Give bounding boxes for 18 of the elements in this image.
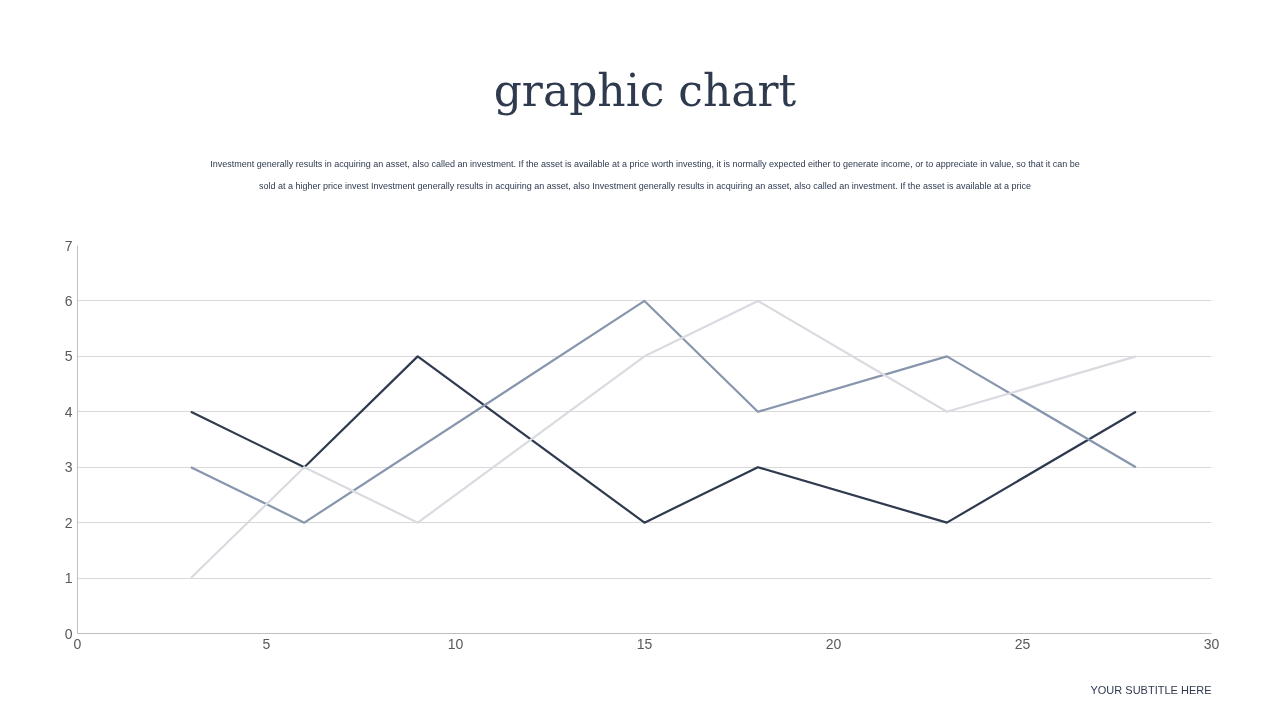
y-tick-label: 7 <box>64 237 73 254</box>
y-tick-label: 5 <box>64 348 73 365</box>
x-tick-label: 30 <box>1203 635 1220 652</box>
x-tick-label: 5 <box>262 635 271 652</box>
x-tick-label: 15 <box>636 635 653 652</box>
x-tick-label: 25 <box>1014 635 1031 652</box>
chart-title: graphic chart <box>492 64 798 118</box>
x-tick-label: 20 <box>825 635 842 652</box>
line-series <box>189 355 1137 524</box>
text: Investment generally results in acquiring an asset, also called an investment. If the asset is available at a price worth investing, it is normally expected either to generate income, or to appreciate in value, so that it can be sold at a higher price invest Investment generally results in acquiring an asset, also Investment generally results in acquiring an asset, also called an investment. If the asset is available at a price <box>210 158 1080 191</box>
y-tick-label: 6 <box>64 292 73 309</box>
y-tick-label: 4 <box>64 403 73 420</box>
line-series <box>189 299 1137 524</box>
x-tick-label: 10 <box>447 635 464 652</box>
y-tick-label: 1 <box>64 570 73 587</box>
y-tick-label: 3 <box>64 459 73 476</box>
text: YOUR SUBTITLE HERE <box>1090 683 1212 696</box>
y-tick-label: 2 <box>64 514 73 531</box>
